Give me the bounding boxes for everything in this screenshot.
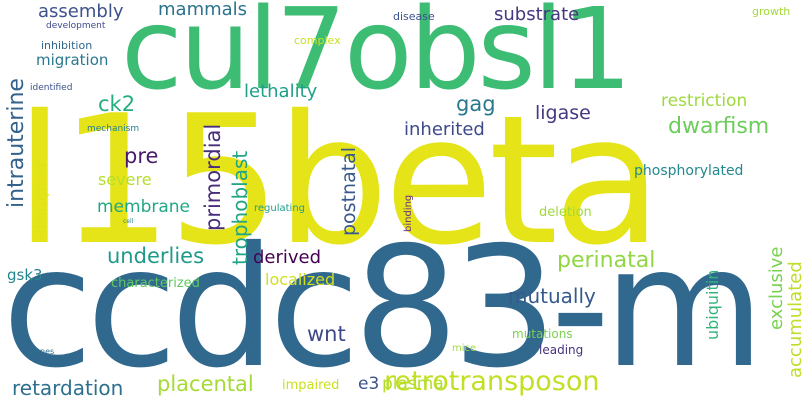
word-derived: localized: [265, 270, 336, 289]
word-trophoblast: trophoblast: [228, 150, 252, 265]
word-mutually: mutually: [508, 284, 596, 308]
word-membrane: membrane: [97, 197, 191, 217]
word-ligase: ligase: [535, 102, 591, 124]
word-ccdc83-m: ccdc83-m: [2, 212, 765, 404]
word-regulating: regulating: [254, 203, 306, 214]
word-restriction: restriction: [661, 91, 748, 111]
word-disrupted: disrupted: [32, 162, 50, 234]
word-l15beta: l15beta: [15, 77, 662, 284]
word-ck2: ck2: [98, 92, 136, 116]
word-e3: e3: [358, 374, 380, 394]
word-binding: binding: [403, 194, 414, 232]
word-mice: mice: [452, 343, 477, 354]
word-inhibition: inhibition: [41, 39, 93, 52]
word-wnt: wnt: [307, 322, 346, 346]
word-growth: growth: [752, 5, 791, 18]
word-development: development: [46, 21, 106, 31]
word-assembly: assembly: [38, 1, 124, 22]
word-identified: identified: [30, 83, 73, 93]
word-genes: genes: [30, 347, 55, 356]
word-cell: cell: [123, 218, 134, 225]
word-placental: placental: [157, 372, 254, 396]
word-impaired: impaired: [282, 378, 340, 393]
word-characterized: characterized: [111, 276, 200, 291]
word-leading: leading: [539, 343, 584, 357]
word-intrauterine: intrauterine: [4, 78, 29, 208]
word-disease: disease: [393, 10, 435, 23]
word-lethality: lethality: [244, 81, 318, 102]
word-pre: pre: [124, 144, 159, 168]
word-severe: severe: [98, 170, 152, 189]
word-phosphorylated: phosphorylated: [634, 163, 744, 179]
word-gag: gag: [456, 92, 496, 116]
word-underlies: derived: [253, 247, 322, 268]
word-migration: migration: [36, 51, 109, 69]
word-gsk3: underlies: [107, 244, 205, 268]
word-postnatal: postnatal: [338, 146, 360, 236]
word-mutations: mutations: [512, 327, 573, 341]
word-retrotransposon: retrotransposon: [384, 366, 600, 397]
word-mammals: mammals: [158, 0, 248, 20]
word-inherited: inherited: [404, 119, 485, 140]
word-cul7obsl1: cul7obsl1: [121, 0, 632, 115]
word-primordial: primordial: [201, 123, 225, 231]
word-perinatal: perinatal: [557, 248, 656, 273]
word-complex: complex: [294, 34, 341, 47]
word-ubiquitin: ubiquitin: [703, 269, 722, 340]
word-plasma: plasma: [382, 374, 444, 394]
word-exclusive: exclusive: [766, 246, 787, 330]
word-deletion: deletion: [539, 205, 592, 220]
word-substrate: substrate: [494, 4, 580, 25]
word-mechanism: mechanism: [87, 124, 140, 134]
word-retardation: retardation: [12, 376, 124, 400]
word-dwarfism: dwarfism: [668, 114, 770, 139]
word-localized: gsk3: [7, 266, 43, 284]
word-accumulated: accumulated: [785, 261, 806, 378]
